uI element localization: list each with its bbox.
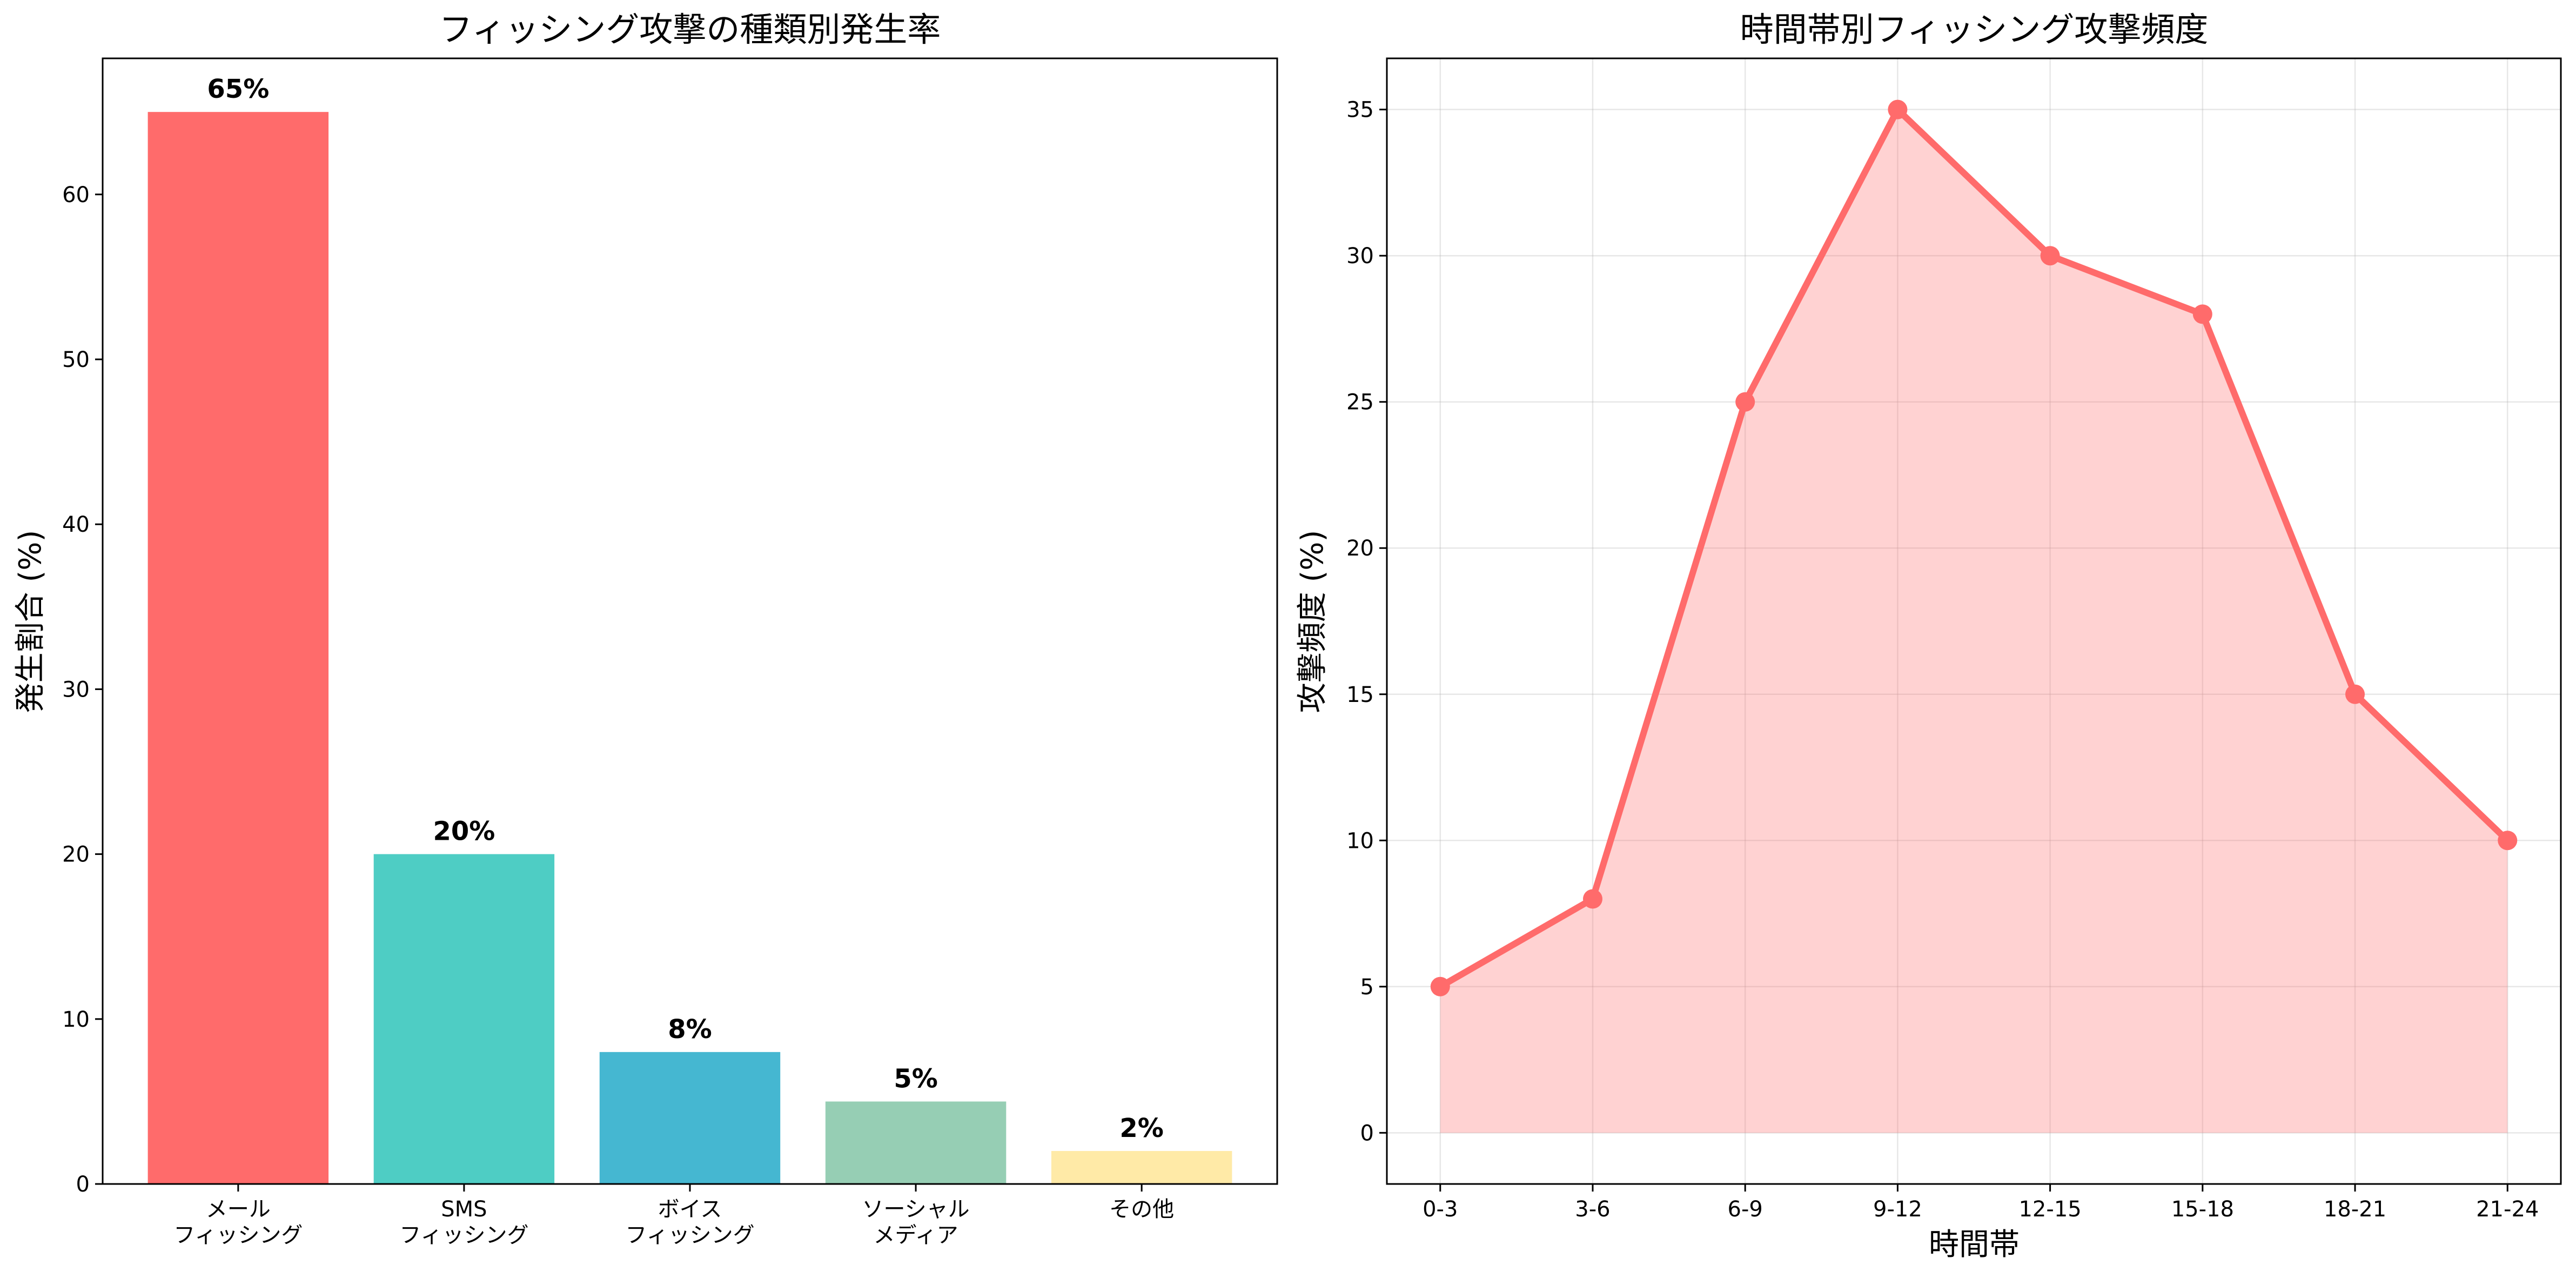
chart-title: フィッシング攻撃の種類別発生率 bbox=[439, 10, 941, 49]
y-tick-label: 10 bbox=[62, 1007, 90, 1032]
y-tick-label: 50 bbox=[62, 347, 90, 372]
bars bbox=[147, 112, 1232, 1185]
x-tick-label: 15-18 bbox=[2171, 1197, 2234, 1222]
bar bbox=[373, 854, 555, 1184]
bar bbox=[599, 1052, 781, 1184]
y-tick-label: 40 bbox=[62, 512, 90, 537]
y-tick-label: 5 bbox=[1360, 975, 1374, 1000]
x-tick-label: 0-3 bbox=[1423, 1197, 1458, 1222]
x-tick-label: フィッシング bbox=[625, 1223, 754, 1248]
x-tick-label: メディア bbox=[873, 1223, 958, 1248]
y-tick-label: 25 bbox=[1346, 390, 1374, 415]
x-tick-label: SMS bbox=[441, 1197, 487, 1222]
y-tick-label: 0 bbox=[76, 1172, 90, 1197]
data-point bbox=[1888, 99, 1908, 119]
bar-chart-attack-types: フィッシング攻撃の種類別発生率 65% 20% 8% 5% 2% 0 10 20 30 40 50… bbox=[13, 10, 1278, 1248]
x-axis-label: 時間帯 bbox=[1929, 1227, 2020, 1262]
data-point bbox=[1430, 976, 1450, 996]
y-tick-label: 20 bbox=[1346, 536, 1374, 561]
y-axis-label: 発生割合 (%) bbox=[13, 530, 48, 713]
y-axis-ticks: 0 10 20 30 40 50 60 bbox=[62, 183, 103, 1197]
bar bbox=[147, 112, 329, 1185]
x-tick-label: フィッシング bbox=[173, 1223, 303, 1248]
plot-frame bbox=[1386, 57, 2562, 1185]
data-point bbox=[2345, 684, 2365, 704]
x-axis-ticks: 0-3 3-6 6-9 9-12 12-15 15-18 18-21 21-24 bbox=[1423, 1184, 2539, 1222]
y-tick-label: 30 bbox=[62, 677, 90, 702]
data-point bbox=[1735, 392, 1755, 412]
bar bbox=[825, 1101, 1007, 1184]
y-axis-ticks: 0 5 10 15 20 25 30 35 bbox=[1346, 98, 1387, 1146]
bar-value-label: 20% bbox=[433, 817, 495, 847]
data-point bbox=[2498, 831, 2518, 851]
bar-value-label: 5% bbox=[894, 1063, 938, 1094]
area-chart-time-slots: 時間帯別フィッシング攻撃頻度 0 5 10 15 20 25 30 35 0-3 3-6 6-9 9… bbox=[1295, 10, 2562, 1262]
data-labels: 65% 20% 8% 5% 2% bbox=[207, 74, 1164, 1143]
x-tick-label: 21-24 bbox=[2476, 1197, 2539, 1222]
y-tick-label: 35 bbox=[1346, 98, 1374, 123]
x-tick-label: ソーシャル bbox=[862, 1197, 969, 1222]
bar-value-label: 65% bbox=[207, 74, 269, 104]
x-tick-label: 12-15 bbox=[2018, 1197, 2081, 1222]
x-tick-label: メール bbox=[206, 1197, 271, 1222]
data-point bbox=[2192, 304, 2212, 324]
x-tick-label: 3-6 bbox=[1575, 1197, 1610, 1222]
bar bbox=[1051, 1150, 1232, 1184]
y-tick-label: 15 bbox=[1346, 683, 1374, 707]
y-tick-label: 10 bbox=[1346, 828, 1374, 853]
x-tick-label: ボイス bbox=[658, 1197, 722, 1222]
y-tick-label: 30 bbox=[1346, 244, 1374, 269]
bar-value-label: 2% bbox=[1119, 1113, 1164, 1143]
area-series bbox=[1430, 99, 2518, 1133]
x-tick-label: 9-12 bbox=[1873, 1197, 1922, 1222]
y-tick-label: 20 bbox=[62, 842, 90, 867]
series-line bbox=[1438, 106, 2510, 989]
y-tick-label: 0 bbox=[1360, 1121, 1374, 1146]
area-fill bbox=[1440, 109, 2508, 1133]
x-tick-label: その他 bbox=[1109, 1197, 1174, 1222]
grid-layer bbox=[1387, 58, 2561, 1184]
x-tick-label: 18-21 bbox=[2324, 1197, 2386, 1222]
y-axis-label: 攻撃頻度 (%) bbox=[1295, 530, 1330, 713]
data-point bbox=[1582, 889, 1602, 909]
bar-value-label: 8% bbox=[668, 1014, 712, 1045]
chart-title: 時間帯別フィッシング攻撃頻度 bbox=[1740, 10, 2209, 49]
x-tick-label: 6-9 bbox=[1728, 1197, 1763, 1222]
data-point bbox=[2040, 246, 2060, 266]
x-tick-label: フィッシング bbox=[399, 1223, 528, 1248]
y-tick-label: 60 bbox=[62, 183, 90, 208]
